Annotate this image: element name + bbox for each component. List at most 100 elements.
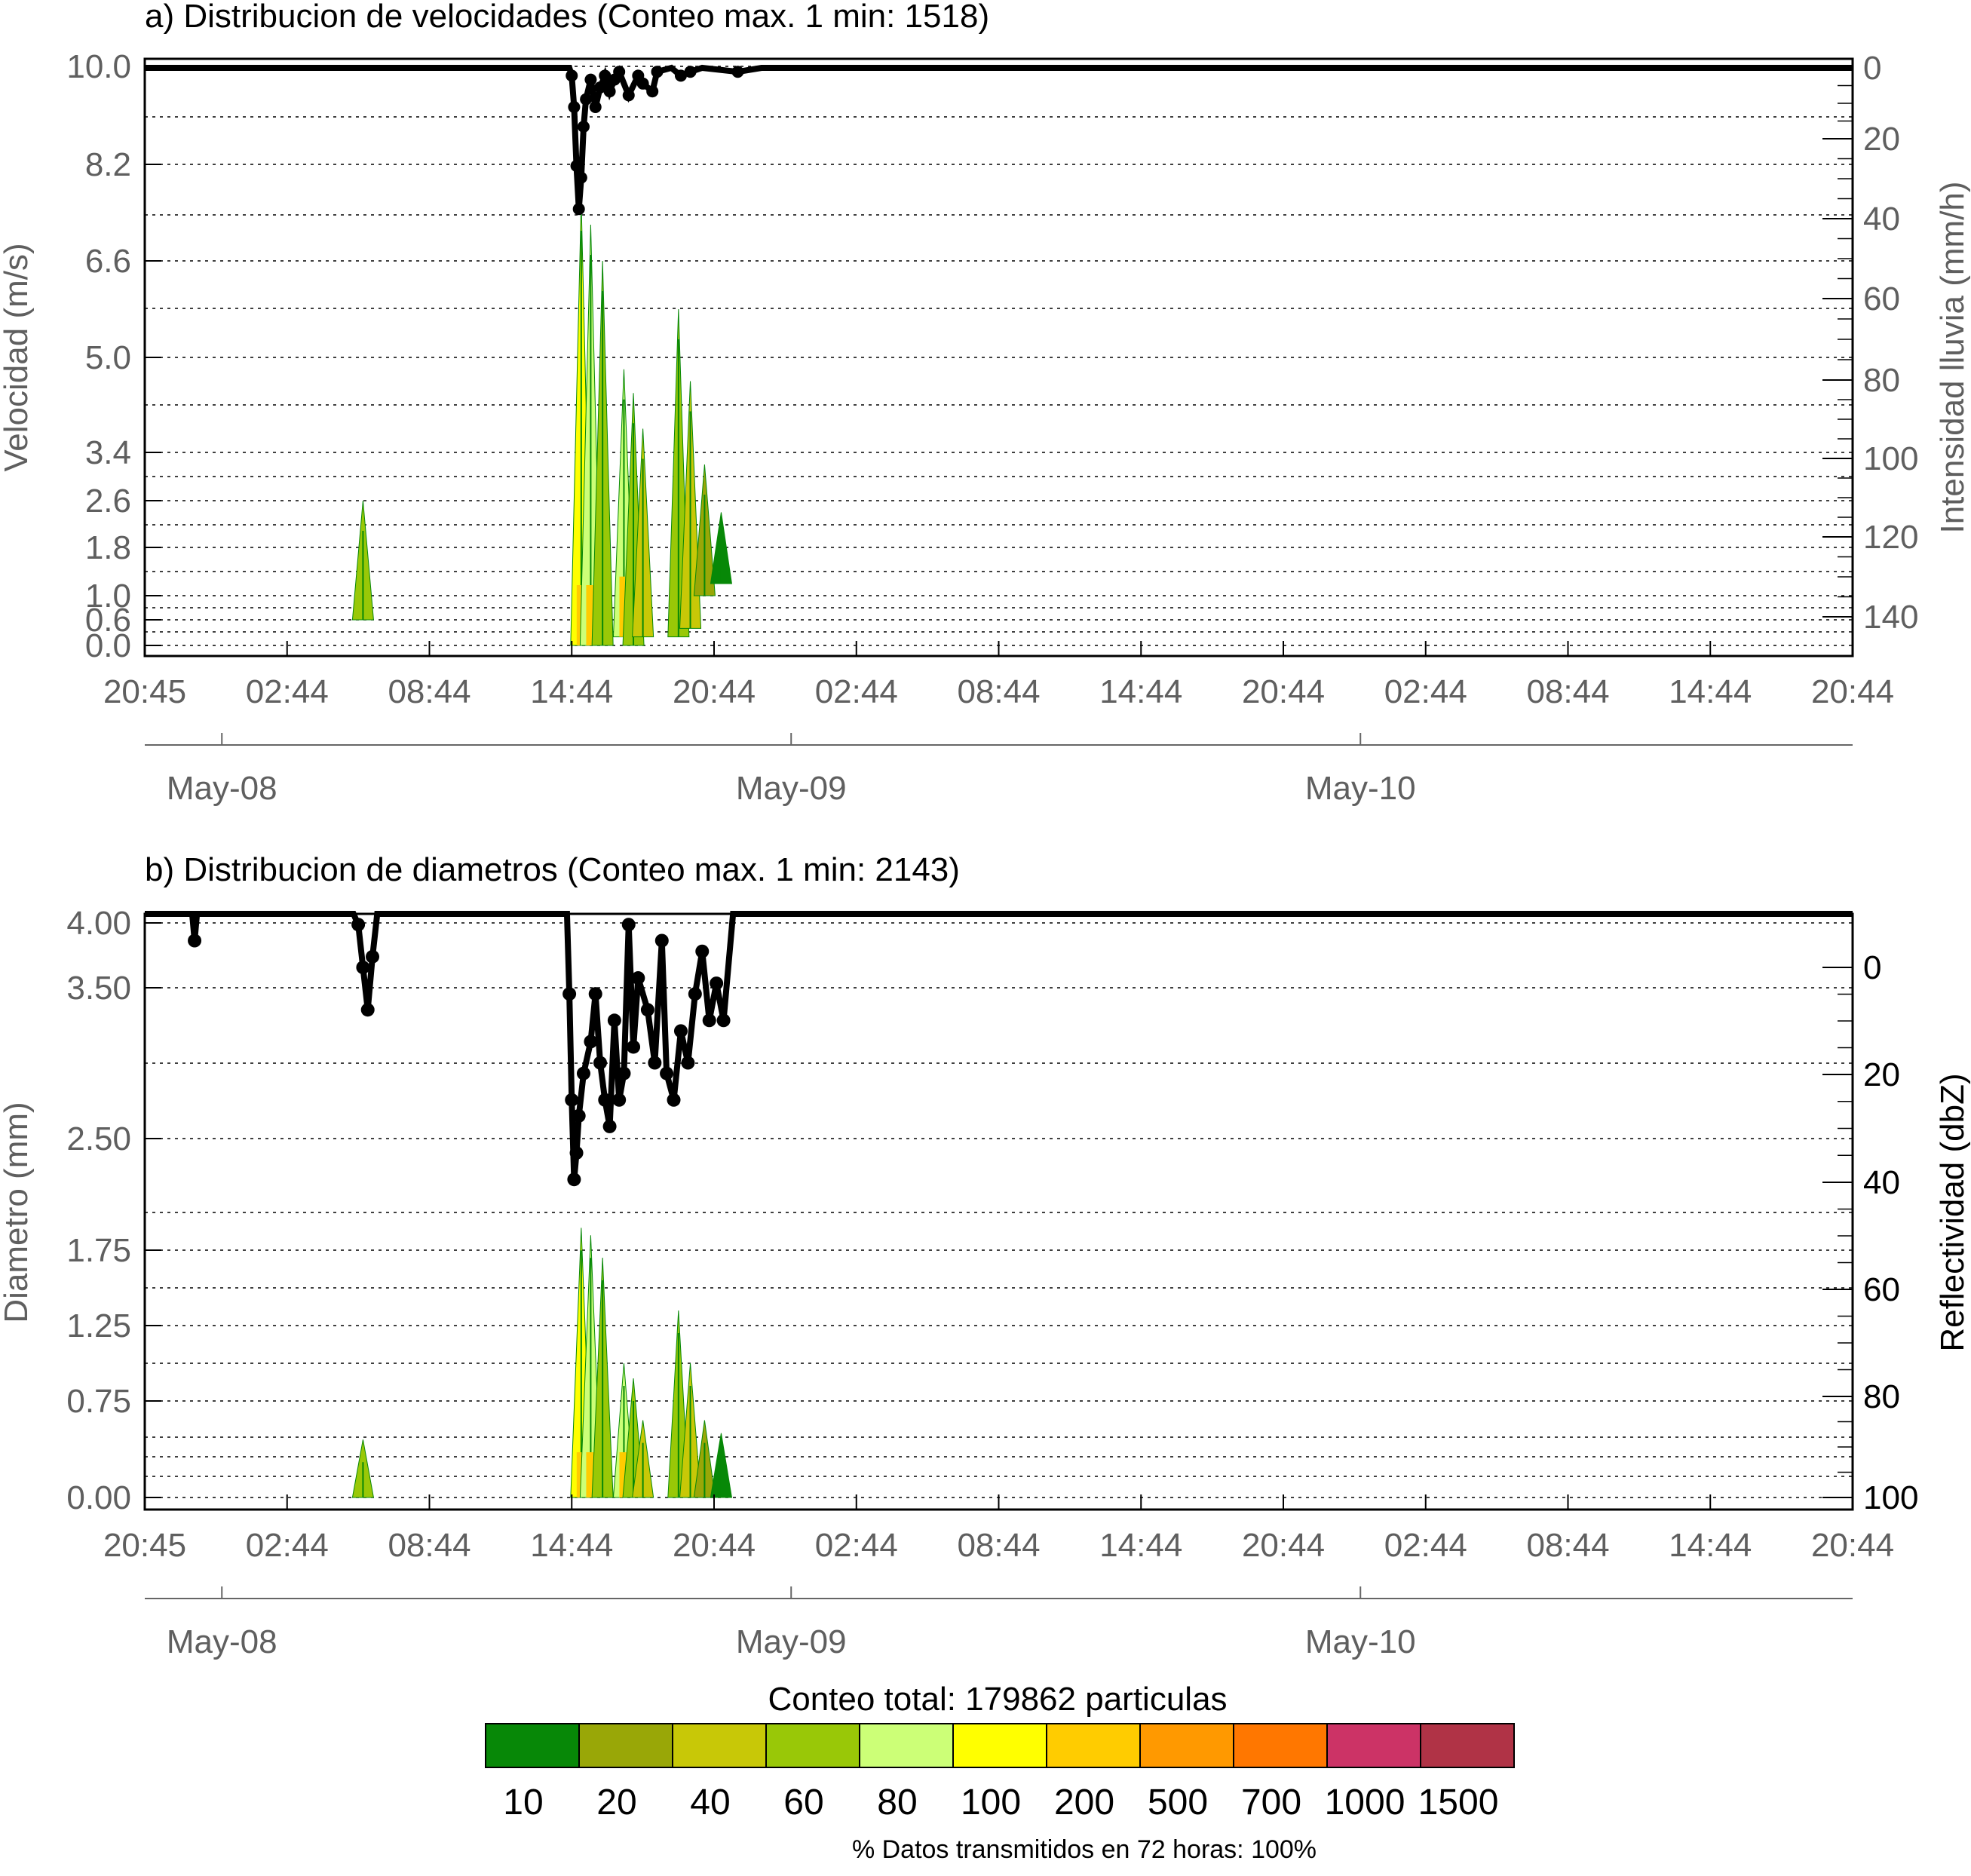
y-tick-label: 0.75 <box>66 1383 131 1420</box>
legend-swatch <box>765 1723 860 1768</box>
x-tick-label: 08:44 <box>957 1527 1040 1564</box>
y-tick-label: 3.4 <box>85 434 131 471</box>
y2-tick-label: 40 <box>1863 201 1900 238</box>
panel-b-x-ticks: 20:45 02:44 08:44 14:44 20:44 02:44 08:44 14:44… <box>103 1494 1894 1564</box>
x-tick-label: 14:44 <box>1099 673 1182 710</box>
rain-rate-point <box>636 77 649 90</box>
y-tick-label: 2.6 <box>85 483 131 520</box>
y2-tick-label: 100 <box>1863 1479 1918 1516</box>
legend-swatch <box>1420 1723 1515 1768</box>
rain-rate-point <box>651 66 664 78</box>
color-legend: Conteo total: 179862 particulas 10 20 40 60… <box>485 1681 1515 1822</box>
x-tick-label: 20:44 <box>1242 1527 1325 1564</box>
x-tick-label: 08:44 <box>1526 673 1609 710</box>
panel-b-distribution <box>351 1228 733 1498</box>
panel-b-y-ticks: 4.00 3.50 2.50 1.75 1.25 0.75 0.00 <box>66 905 161 1516</box>
y2-tick-label: 40 <box>1863 1164 1900 1201</box>
panel-b-y2-ticks: 0 20 40 60 80 100 <box>1822 949 1918 1516</box>
rain-rate-point <box>580 93 593 106</box>
reflectivity-point <box>648 1056 662 1070</box>
legend-swatch <box>1233 1723 1328 1768</box>
x-tick-label: 20:44 <box>1811 1527 1894 1564</box>
rain-rate-point <box>566 69 578 82</box>
rain-rate-point <box>572 203 585 216</box>
rain-rate-point <box>594 81 606 93</box>
reflectivity-point <box>584 1035 598 1049</box>
date-label: May-10 <box>1305 770 1416 807</box>
y-tick-label: 8.2 <box>85 146 131 183</box>
rain-rate-point <box>684 66 697 78</box>
y2-tick-label: 20 <box>1863 121 1900 158</box>
panel-a-y2-label: Intensidad lluvia (mm/h) <box>1934 181 1971 533</box>
panel-a-y-label: Velocidad (m/s) <box>0 243 35 471</box>
reflectivity-point <box>351 918 366 932</box>
x-tick-label: 14:44 <box>530 673 613 710</box>
y2-tick-label: 20 <box>1863 1056 1900 1093</box>
legend-title: Conteo total: 179862 particulas <box>768 1681 1227 1718</box>
x-tick-label: 02:44 <box>815 673 898 710</box>
reflectivity-point <box>681 1056 695 1070</box>
panel-a-x-ticks: 20:45 02:44 08:44 14:44 20:44 02:44 08:44 14:44… <box>103 641 1894 710</box>
x-tick-label: 14:44 <box>530 1527 613 1564</box>
reflectivity-point <box>716 1013 731 1028</box>
reflectivity-point <box>572 1108 586 1123</box>
rain-rate-point <box>731 66 744 78</box>
reflectivity-point <box>627 1040 641 1054</box>
y2-tick-label: 80 <box>1863 362 1900 399</box>
reflectivity-point <box>562 987 577 1001</box>
x-tick-label: 02:44 <box>1384 1527 1467 1564</box>
panel-a-y-ticks: 10.0 8.2 6.6 5.0 3.4 2.6 1.8 1.00.60.0 <box>66 48 161 664</box>
legend-label: 20 <box>596 1783 636 1822</box>
x-tick-label: 02:44 <box>246 673 329 710</box>
y2-tick-label: 140 <box>1863 599 1918 636</box>
y-tick-label: 0.00 <box>66 1479 131 1516</box>
x-tick-label: 14:44 <box>1669 1527 1752 1564</box>
panel-b-y2-label: Reflectividad (dbZ) <box>1934 1073 1971 1351</box>
x-tick-label: 20:44 <box>673 1527 756 1564</box>
legend-label: 200 <box>1054 1783 1114 1822</box>
legend-swatch <box>578 1723 673 1768</box>
legend-swatch <box>1139 1723 1234 1768</box>
x-tick-label: 20:44 <box>1811 673 1894 710</box>
reflectivity-point <box>617 1066 631 1081</box>
legend-label: 100 <box>961 1783 1021 1822</box>
legend-label: 500 <box>1148 1783 1208 1822</box>
y2-tick-label: 120 <box>1863 519 1918 556</box>
reflectivity-point <box>598 1093 612 1107</box>
date-label: May-09 <box>736 1623 847 1660</box>
y-tick-label: 1.8 <box>85 529 131 566</box>
y-tick-label: 10.0 <box>66 48 131 85</box>
panel-b-reflectivity-series <box>145 911 1853 1187</box>
legend-label: 1500 <box>1418 1783 1499 1822</box>
rain-rate-point <box>599 69 612 82</box>
y2-tick-label: 0 <box>1863 949 1881 986</box>
legend-swatches <box>485 1723 1515 1768</box>
legend-swatch <box>1046 1723 1141 1768</box>
footer-note: % Datos transmitidos en 72 horas: 100% <box>852 1835 1317 1864</box>
rain-rate-point <box>568 101 581 113</box>
y2-tick-label: 0 <box>1863 50 1881 87</box>
panel-diameter: b) Distribucion de diametros (Conteo max… <box>0 851 1971 1660</box>
x-tick-label: 08:44 <box>1526 1527 1609 1564</box>
y-tick-label: 3.50 <box>66 970 131 1007</box>
y-tick-label: 2.50 <box>66 1120 131 1157</box>
x-tick-label: 20:45 <box>103 673 186 710</box>
reflectivity-point <box>607 1013 621 1028</box>
x-tick-label: 08:44 <box>957 673 1040 710</box>
reflectivity-point <box>588 987 602 1001</box>
date-label: May-08 <box>167 770 277 807</box>
reflectivity-point <box>602 1119 617 1133</box>
y-tick-label: 1.0 <box>85 578 131 615</box>
reflectivity-point <box>631 971 645 986</box>
reflectivity-point <box>360 1003 375 1017</box>
y2-tick-label: 60 <box>1863 280 1900 317</box>
rain-rate-line <box>145 64 1853 210</box>
rain-rate-point <box>674 69 687 82</box>
legend-swatch <box>672 1723 767 1768</box>
reflectivity-point <box>593 1056 607 1070</box>
reflectivity-point <box>356 961 370 974</box>
y2-tick-label: 60 <box>1863 1271 1900 1308</box>
reflectivity-point <box>667 1093 681 1107</box>
rain-rate-point <box>613 66 626 78</box>
